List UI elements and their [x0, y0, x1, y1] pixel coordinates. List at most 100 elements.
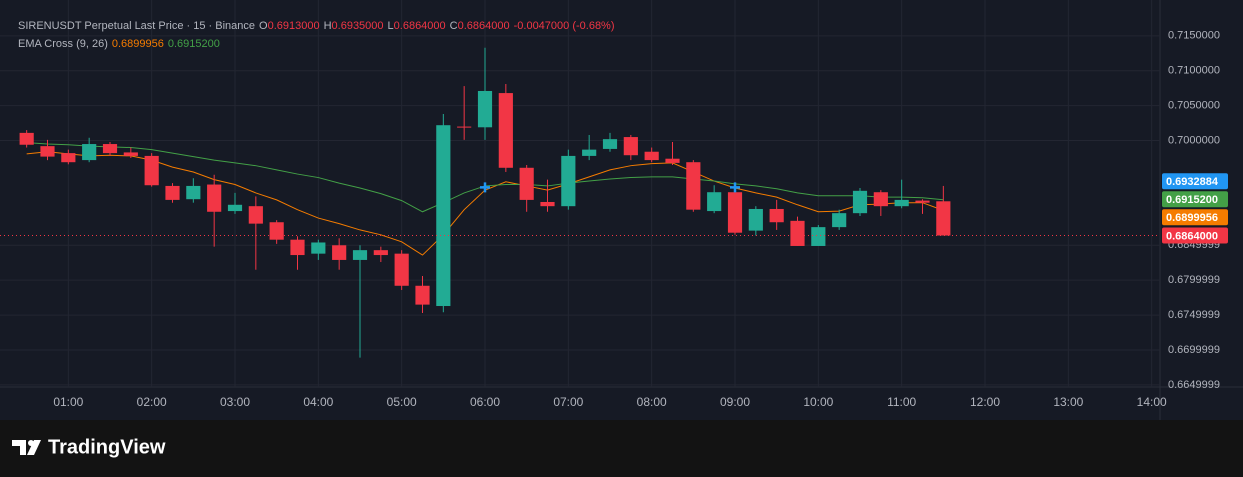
candle-body [40, 146, 55, 157]
brand-name: TradingView [48, 436, 166, 458]
y-tick-label: 0.6799999 [1168, 274, 1220, 286]
candle-body [61, 153, 76, 163]
candle-body [290, 239, 305, 256]
x-tick-label: 02:00 [137, 395, 167, 409]
legend-row: EMA Cross (9, 26) 0.6899956 0.6915200 [18, 35, 619, 53]
x-tick-label: 11:00 [887, 395, 916, 409]
candle-body [582, 149, 597, 156]
candle-body [707, 192, 722, 212]
candle-body [207, 184, 222, 212]
candle-body [852, 190, 868, 214]
candle-body [811, 227, 826, 246]
brand-logo [12, 440, 41, 455]
y-tick-label: 0.7150000 [1168, 30, 1220, 42]
ema-value: 0.6915200 [167, 38, 220, 50]
ohlc-value: 0.6864000 [457, 20, 510, 32]
price-badge-label: 0.6864000 [1166, 230, 1218, 242]
x-tick-label: 09:00 [720, 395, 750, 409]
candle-body [165, 185, 180, 200]
candle-body [82, 144, 97, 161]
candle-body [790, 220, 805, 246]
candle-body [436, 125, 451, 307]
symbol-title: SIRENUSDT Perpetual Last Price · 15 · Bi… [18, 20, 256, 32]
x-tick-label: 14:00 [1137, 395, 1167, 409]
candle-body [19, 132, 34, 145]
grid [0, 0, 1160, 387]
candle-body [915, 200, 930, 203]
candle-body [123, 152, 138, 156]
candle-body [644, 151, 659, 161]
candle-body [665, 158, 680, 163]
ohlc-value: 0.6913000 [267, 20, 320, 32]
ohlc-prefix: L [387, 20, 394, 32]
candle-body [144, 155, 159, 186]
x-tick-label: 03:00 [220, 395, 250, 409]
candle-body [269, 222, 284, 240]
candle-body [373, 250, 388, 256]
ohlc-prefix: O [259, 20, 268, 32]
x-tick-label: 04:00 [303, 395, 333, 409]
y-tick-label: 0.6649999 [1168, 379, 1220, 391]
candle-body [540, 201, 555, 207]
candle-body [748, 208, 763, 231]
marker-cross [480, 182, 490, 193]
candle-body [936, 201, 951, 236]
candle-body [602, 139, 618, 149]
x-tick-label: 12:00 [970, 395, 1000, 409]
candle-body [498, 93, 513, 168]
candle-body [394, 253, 409, 286]
candle-body [477, 90, 493, 128]
marker-cross [730, 182, 740, 193]
price-badge [1162, 191, 1228, 208]
price-badge-label: 0.6932884 [1166, 176, 1219, 188]
change-value: -0.0047000 (-0.68%) [513, 20, 615, 32]
y-tick-label: 0.7100000 [1168, 65, 1220, 77]
marker [730, 182, 740, 193]
candle-body [561, 155, 576, 207]
y-tick-label: 0.6699999 [1168, 344, 1220, 356]
legend: SIRENUSDT Perpetual Last Price · 15 · Bi… [18, 17, 619, 53]
x-tick-label: 05:00 [387, 395, 417, 409]
candle-body [769, 208, 784, 223]
candle-body [832, 213, 847, 228]
candle-body [332, 245, 347, 260]
price-badge [1162, 173, 1228, 190]
x-tick-label: 07:00 [553, 395, 583, 409]
candle-body [186, 185, 201, 200]
ohlc-value: 0.6864000 [393, 20, 446, 32]
candle-body [457, 126, 472, 128]
candle-body [623, 137, 638, 156]
x-tick-label: 10:00 [803, 395, 833, 409]
candle-body [519, 167, 534, 200]
candle-body [352, 250, 368, 260]
x-tick-label: 13:00 [1053, 395, 1083, 409]
candle-body [102, 144, 118, 154]
candle-body [415, 285, 430, 305]
ohlc-prefix: H [323, 20, 332, 32]
candle-body [873, 192, 888, 207]
candle-body [727, 192, 743, 233]
ema-value: 0.6899956 [111, 38, 164, 50]
candle-body [248, 206, 263, 224]
y-tick-label: 0.7000000 [1168, 134, 1220, 146]
marker [480, 182, 490, 193]
candle-body [311, 242, 326, 254]
price-badge-label: 0.6899956 [1166, 212, 1218, 224]
ohlc-value: 0.6935000 [331, 20, 384, 32]
candle-body [894, 199, 909, 207]
price-badge [1162, 227, 1228, 244]
x-tick-label: 06:00 [470, 395, 500, 409]
price-badge [1162, 209, 1228, 226]
x-tick-label: 08:00 [637, 395, 667, 409]
candle-body [686, 162, 701, 210]
chart-background [0, 0, 1243, 420]
x-tick-label: 01:00 [53, 395, 83, 409]
indicator-title: EMA Cross (9, 26) [18, 38, 108, 50]
y-tick-label: 0.6749999 [1168, 309, 1220, 321]
ohlc-prefix: C [449, 20, 458, 32]
candle-body [227, 204, 243, 212]
y-tick-label: 0.7050000 [1168, 100, 1220, 112]
legend-row: SIRENUSDT Perpetual Last Price · 15 · Bi… [18, 17, 619, 35]
